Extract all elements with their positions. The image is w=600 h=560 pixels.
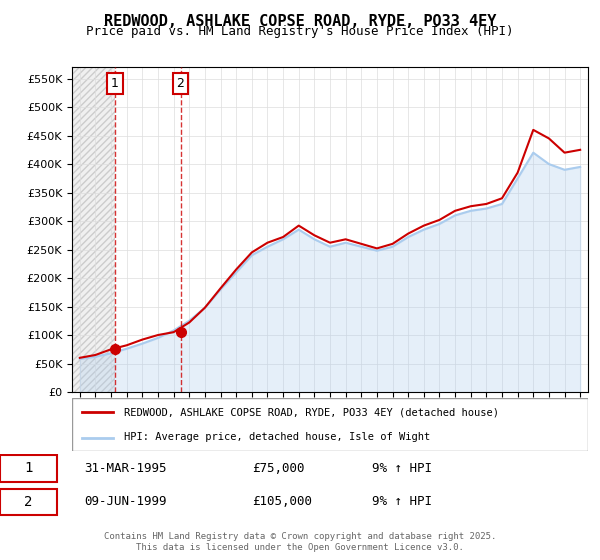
Text: REDWOOD, ASHLAKE COPSE ROAD, RYDE, PO33 4EY: REDWOOD, ASHLAKE COPSE ROAD, RYDE, PO33 … bbox=[104, 14, 496, 29]
Text: 2: 2 bbox=[176, 77, 184, 90]
Text: Price paid vs. HM Land Registry's House Price Index (HPI): Price paid vs. HM Land Registry's House … bbox=[86, 25, 514, 38]
Text: 1: 1 bbox=[24, 461, 32, 475]
Text: 09-JUN-1999: 09-JUN-1999 bbox=[84, 496, 167, 508]
Bar bbox=[72, 67, 115, 392]
Text: 1: 1 bbox=[111, 77, 119, 90]
FancyBboxPatch shape bbox=[0, 488, 57, 515]
Text: £75,000: £75,000 bbox=[252, 462, 305, 475]
Bar bbox=[72, 67, 115, 392]
Text: 31-MAR-1995: 31-MAR-1995 bbox=[84, 462, 167, 475]
Text: 2: 2 bbox=[24, 495, 32, 509]
Text: REDWOOD, ASHLAKE COPSE ROAD, RYDE, PO33 4EY (detached house): REDWOOD, ASHLAKE COPSE ROAD, RYDE, PO33 … bbox=[124, 408, 499, 418]
Text: Contains HM Land Registry data © Crown copyright and database right 2025.
This d: Contains HM Land Registry data © Crown c… bbox=[104, 532, 496, 552]
Text: HPI: Average price, detached house, Isle of Wight: HPI: Average price, detached house, Isle… bbox=[124, 432, 430, 442]
Text: £105,000: £105,000 bbox=[252, 496, 312, 508]
FancyBboxPatch shape bbox=[0, 455, 57, 482]
Text: 9% ↑ HPI: 9% ↑ HPI bbox=[372, 462, 432, 475]
FancyBboxPatch shape bbox=[72, 398, 588, 451]
Text: 9% ↑ HPI: 9% ↑ HPI bbox=[372, 496, 432, 508]
